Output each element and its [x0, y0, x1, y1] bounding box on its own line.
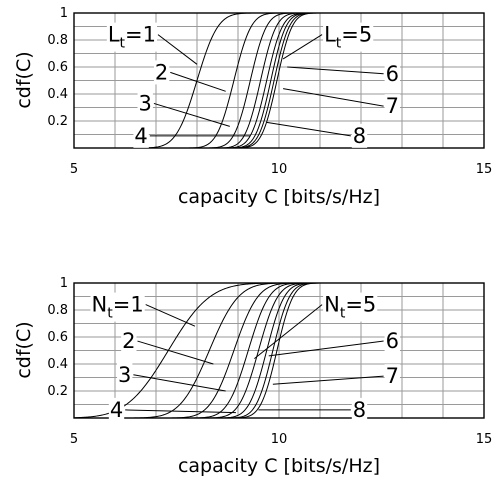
annotation-label: 7 — [386, 94, 399, 118]
annotation-halo — [106, 22, 157, 52]
annotation-leader — [272, 375, 384, 385]
annotation-label: Nt=1 — [92, 293, 144, 322]
series-annotation: Nt=5 — [254, 292, 378, 359]
annotation-leader — [283, 88, 384, 107]
annotation-label: 6 — [386, 329, 399, 353]
series-annotation: Nt=1 — [90, 292, 196, 327]
annotation-label: 6 — [386, 62, 399, 86]
series-annotation: 3 — [117, 362, 226, 392]
y-tick-label: 0.2 — [47, 384, 68, 399]
series-annotation: 3 — [137, 91, 230, 127]
annotation-halo — [117, 362, 133, 387]
x-tick-label: 10 — [271, 432, 288, 447]
annotation-leader — [287, 66, 384, 75]
annotation-label: 4 — [110, 398, 123, 422]
y-axis-label: cdf(C) — [13, 51, 35, 108]
annotation-label: Lt=5 — [324, 23, 372, 52]
annotation-halo — [384, 61, 400, 86]
annotation-label: 8 — [353, 124, 366, 148]
x-tick-label: 5 — [70, 162, 78, 177]
x-tick-label: 15 — [476, 432, 493, 447]
annotation-halo — [351, 123, 368, 148]
annotation-halo — [384, 364, 400, 389]
annotation-label: 7 — [386, 364, 399, 388]
plot-frame — [73, 282, 485, 419]
y-tick-label: 0.6 — [47, 60, 68, 75]
annotation-halo — [108, 397, 125, 422]
series-annotation: 6 — [268, 329, 400, 357]
series-annotation: Lt=5 — [282, 22, 374, 60]
annotation-halo — [351, 397, 368, 422]
annotation-label: 3 — [118, 363, 131, 387]
series-annotation: 8 — [258, 397, 368, 422]
annotation-label: 3 — [139, 91, 152, 115]
y-axis-label: cdf(C) — [13, 321, 35, 378]
annotation-label: 8 — [353, 398, 366, 422]
y-tick-label: 1 — [60, 276, 68, 291]
annotation-halo — [384, 329, 400, 354]
annotation-halo — [90, 292, 145, 322]
series-annotation: 7 — [272, 364, 400, 389]
x-axis-label: capacity C [bits/s/Hz] — [178, 186, 380, 208]
annotation-halo — [121, 329, 137, 354]
annotation-leader — [133, 374, 226, 392]
y-tick-label: 0.4 — [47, 87, 68, 102]
annotation-leader — [268, 340, 384, 357]
y-tick-label: 0.8 — [47, 33, 68, 48]
plot-frame — [73, 12, 485, 149]
series-annotation: 4 — [108, 397, 236, 422]
annotation-label: 4 — [134, 124, 147, 148]
annotation-label: 2 — [155, 60, 168, 84]
series-annotation: 4 — [133, 123, 251, 148]
x-tick-label: 5 — [70, 432, 78, 447]
y-tick-label: 0.2 — [47, 114, 68, 129]
annotation-halo — [137, 91, 153, 116]
annotation-halo — [133, 123, 149, 148]
annotation-halo — [323, 22, 374, 52]
annotation-leader — [137, 340, 214, 365]
annotation-leader — [254, 304, 323, 359]
annotation-leader — [157, 34, 198, 65]
series-annotation: 6 — [287, 61, 400, 86]
annotation-leader — [282, 34, 323, 60]
annotation-label: Lt=1 — [108, 23, 156, 52]
series-annotation: 2 — [121, 329, 214, 365]
y-tick-label: 1 — [60, 6, 68, 21]
annotation-leader — [266, 121, 351, 137]
series-annotation: Lt=1 — [106, 22, 198, 65]
x-tick-label: 15 — [476, 162, 493, 177]
series-annotation: 7 — [283, 88, 400, 119]
annotation-leader — [153, 102, 230, 127]
annotation-leader — [170, 71, 226, 92]
y-tick-label: 0.8 — [47, 303, 68, 318]
y-tick-label: 0.4 — [47, 357, 68, 372]
annotation-halo — [153, 60, 170, 85]
annotation-label: Nt=5 — [324, 293, 376, 322]
y-tick-label: 0.6 — [47, 330, 68, 345]
annotation-halo — [384, 94, 400, 119]
x-axis-label: capacity C [bits/s/Hz] — [178, 455, 380, 477]
x-tick-label: 10 — [271, 162, 288, 177]
series-annotation: 8 — [266, 121, 368, 148]
annotation-leader — [125, 409, 236, 414]
series-annotation: 2 — [153, 60, 226, 92]
annotation-leader — [145, 304, 196, 327]
annotation-halo — [323, 292, 378, 322]
annotation-label: 2 — [122, 329, 135, 353]
